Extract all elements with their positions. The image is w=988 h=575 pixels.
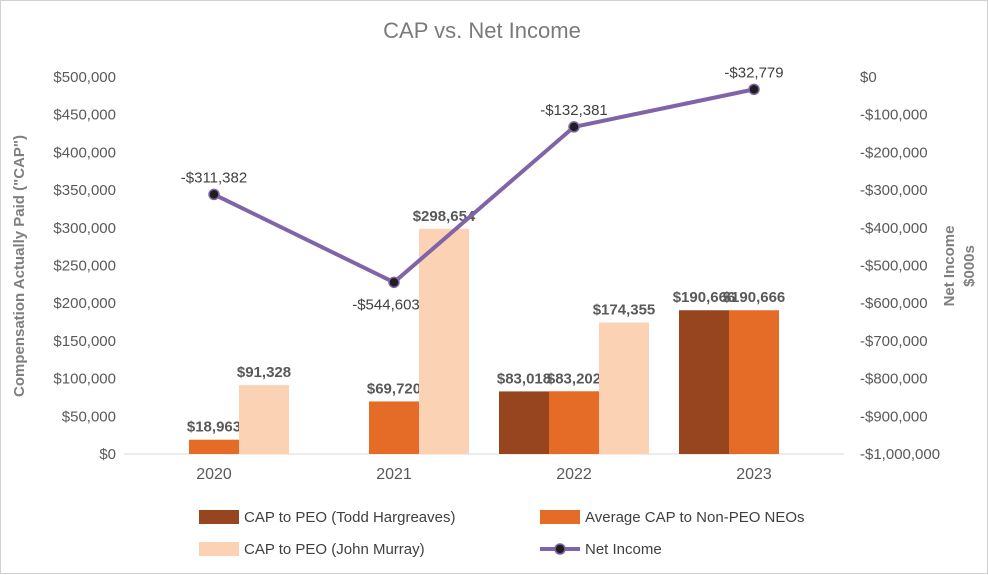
left-tick-label: $0 <box>99 446 116 463</box>
right-axis-ticks: -$1,000,000 -$900,000 -$800,000 -$700,000 -$… <box>860 69 940 463</box>
legend-swatch <box>540 510 580 524</box>
legend-swatch <box>199 510 239 524</box>
bar-data-label: $190,666 <box>673 289 736 306</box>
left-tick-label: $100,000 <box>53 371 116 388</box>
x-axis-ticks: 2020 2021 2022 2023 <box>196 466 772 483</box>
right-tick-label: -$300,000 <box>860 182 928 199</box>
bar-data-label: $83,018 <box>497 370 551 387</box>
x-tick-label: 2020 <box>196 466 232 483</box>
right-tick-label: -$600,000 <box>860 295 928 312</box>
bars: $18,963 $91,328 $69,720 $298,654 $83,018$83,… <box>187 208 785 454</box>
left-tick-label: $350,000 <box>53 182 116 199</box>
bar <box>499 391 549 454</box>
left-tick-label: $150,000 <box>53 333 116 350</box>
net-income-point <box>208 188 220 201</box>
net-income-line: -$311,382 -$544,603 -$132,381 -$32,779 <box>181 64 784 313</box>
bar <box>679 310 729 454</box>
net-income-data-label: -$32,779 <box>724 64 783 81</box>
bar-data-label: $83,202 <box>547 370 601 387</box>
left-axis-title: Compensation Actually Paid ("CAP") <box>11 135 28 397</box>
bar-data-label: $69,720 <box>367 380 421 397</box>
net-income-data-label: -$311,382 <box>181 169 247 186</box>
legend-marker <box>554 543 566 555</box>
left-tick-label: $50,000 <box>62 408 116 425</box>
left-tick-label: $400,000 <box>53 144 116 161</box>
left-tick-label: $500,000 <box>53 69 116 86</box>
left-tick-label: $450,000 <box>53 107 116 124</box>
bar-data-label: $190,666 <box>723 289 786 306</box>
net-income-point <box>568 121 580 133</box>
bar <box>549 391 599 454</box>
legend: CAP to PEO (Todd Hargreaves) Average CAP … <box>199 509 805 558</box>
bar <box>419 228 469 454</box>
net-income-data-label: -$132,381 <box>540 102 608 119</box>
chart-title: CAP vs. Net Income <box>383 18 581 43</box>
left-axis-ticks: $0 $50,000 $100,000 $150,000 $200,000 $250,00… <box>53 69 116 463</box>
bar <box>239 385 289 454</box>
right-tick-label: -$900,000 <box>860 408 928 425</box>
right-axis-title-line1: Net Income <box>941 226 958 307</box>
net-income-point <box>748 83 760 96</box>
right-tick-label: -$800,000 <box>860 371 928 388</box>
net-income-data-label: -$544,603 <box>352 296 420 313</box>
legend-label: CAP to PEO (Todd Hargreaves) <box>244 509 455 526</box>
legend-label: Net Income <box>585 541 662 558</box>
bar <box>189 439 239 454</box>
right-tick-label: -$700,000 <box>860 333 928 350</box>
right-tick-label: -$400,000 <box>860 220 928 237</box>
bar-data-label: $18,963 <box>187 419 241 436</box>
right-tick-label: -$200,000 <box>860 144 928 161</box>
bar <box>599 322 649 454</box>
right-tick-label: -$100,000 <box>860 107 928 124</box>
bar-data-label: $298,654 <box>413 208 476 225</box>
x-tick-label: 2022 <box>556 466 592 483</box>
left-tick-label: $250,000 <box>53 258 116 275</box>
left-tick-label: $300,000 <box>53 220 116 237</box>
right-tick-label: -$1,000,000 <box>860 446 940 463</box>
right-tick-label: -$500,000 <box>860 258 928 275</box>
bar <box>369 401 419 454</box>
right-tick-label: $0 <box>860 69 877 86</box>
left-tick-label: $200,000 <box>53 295 116 312</box>
right-axis-title: Net Income $000s <box>941 226 978 307</box>
right-axis-title-line2: $000s <box>961 245 978 287</box>
bar <box>729 310 779 454</box>
net-income-point <box>388 276 400 289</box>
bar-data-label: $174,355 <box>593 302 656 319</box>
legend-swatch <box>199 542 239 556</box>
legend-label: CAP to PEO (John Murray) <box>244 541 425 558</box>
bar-data-label: $91,328 <box>237 364 291 381</box>
x-tick-label: 2021 <box>376 466 412 483</box>
legend-label: Average CAP to Non-PEO NEOs <box>585 509 805 526</box>
net-income-series-line <box>213 87 755 285</box>
x-tick-label: 2023 <box>736 466 772 483</box>
